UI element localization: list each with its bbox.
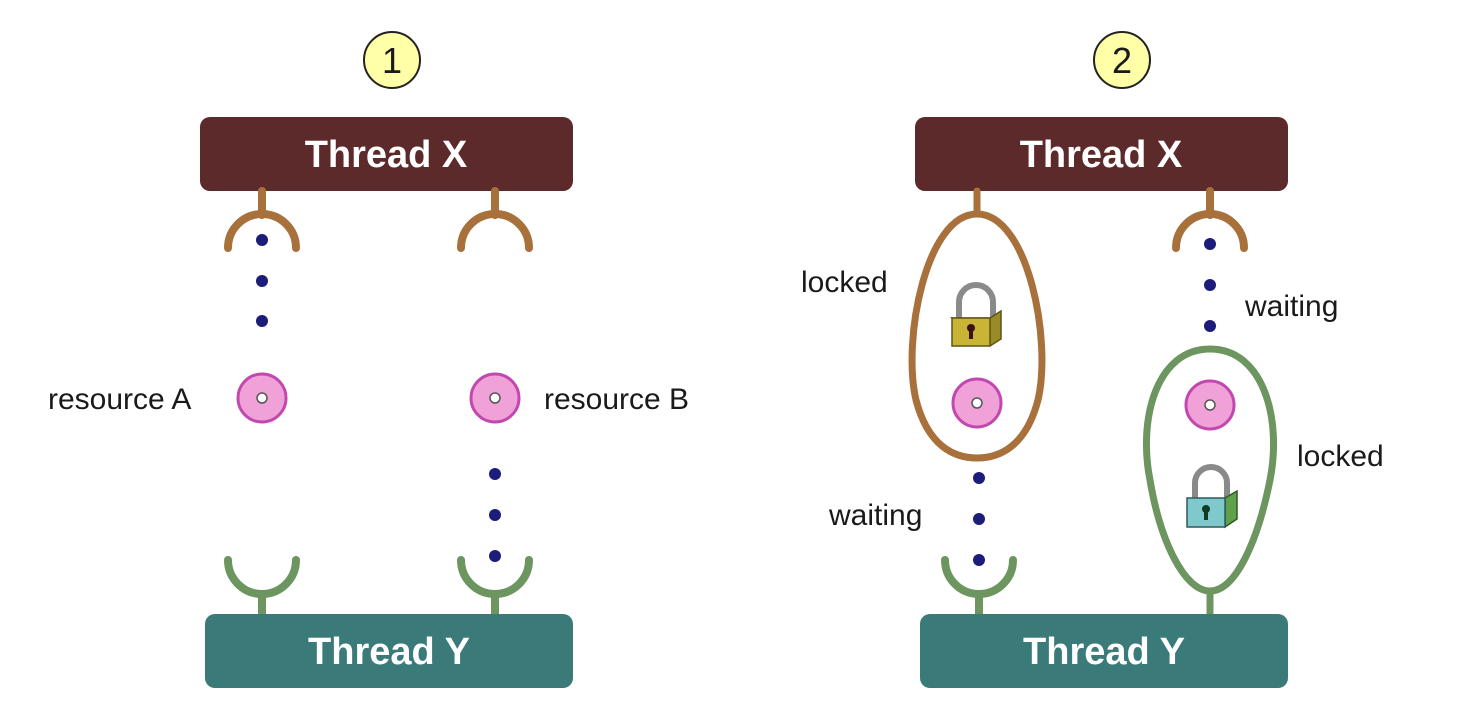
dotted-connector-waiting-left — [973, 472, 985, 566]
thread-y-socket-a-1 — [224, 556, 300, 620]
thread-y-lock-loop — [1142, 345, 1278, 620]
thread-x-lock-loop — [908, 187, 1046, 462]
padlock-icon-gold — [949, 282, 1002, 347]
resource-b-2 — [1184, 379, 1236, 431]
step-number-2: 2 — [1112, 40, 1132, 81]
resource-a-2 — [951, 377, 1003, 429]
thread-y-label-2: Thread Y — [1023, 631, 1185, 673]
thread-x-socket-b-1 — [457, 187, 533, 252]
thread-x-label-2: Thread X — [1020, 134, 1183, 176]
dotted-connector-x-a-1 — [256, 234, 268, 327]
thread-y-label-1: Thread Y — [308, 631, 470, 673]
resource-a-1 — [236, 372, 288, 424]
locked-label-left: locked — [801, 266, 888, 299]
thread-x-socket-waiting-2 — [1172, 187, 1248, 252]
panel-2: 2 Thread X locked — [801, 31, 1384, 688]
thread-y-bar-1: Thread Y — [205, 614, 573, 688]
thread-y-bar-2: Thread Y — [920, 614, 1288, 688]
dotted-connector-waiting-right — [1204, 238, 1216, 332]
locked-label-right: locked — [1297, 440, 1384, 473]
panel-1: 1 Thread X resource A — [48, 31, 689, 688]
thread-x-socket-a-1 — [224, 187, 300, 252]
step-badge-1: 1 — [363, 31, 421, 89]
waiting-label-right: waiting — [1244, 290, 1338, 323]
resource-b-1 — [469, 372, 521, 424]
step-number-1: 1 — [382, 40, 402, 81]
thread-x-bar-1: Thread X — [200, 117, 573, 191]
step-badge-2: 2 — [1093, 31, 1151, 89]
thread-x-label-1: Thread X — [305, 134, 468, 176]
waiting-label-left: waiting — [828, 499, 922, 532]
padlock-icon-teal — [1186, 464, 1238, 529]
thread-y-socket-waiting-2 — [941, 556, 1017, 620]
dotted-connector-b-y-1 — [489, 468, 501, 562]
thread-x-bar-2: Thread X — [915, 117, 1288, 191]
thread-y-socket-b-1 — [457, 556, 533, 620]
resource-a-label: resource A — [48, 383, 191, 416]
resource-b-label: resource B — [544, 383, 689, 416]
